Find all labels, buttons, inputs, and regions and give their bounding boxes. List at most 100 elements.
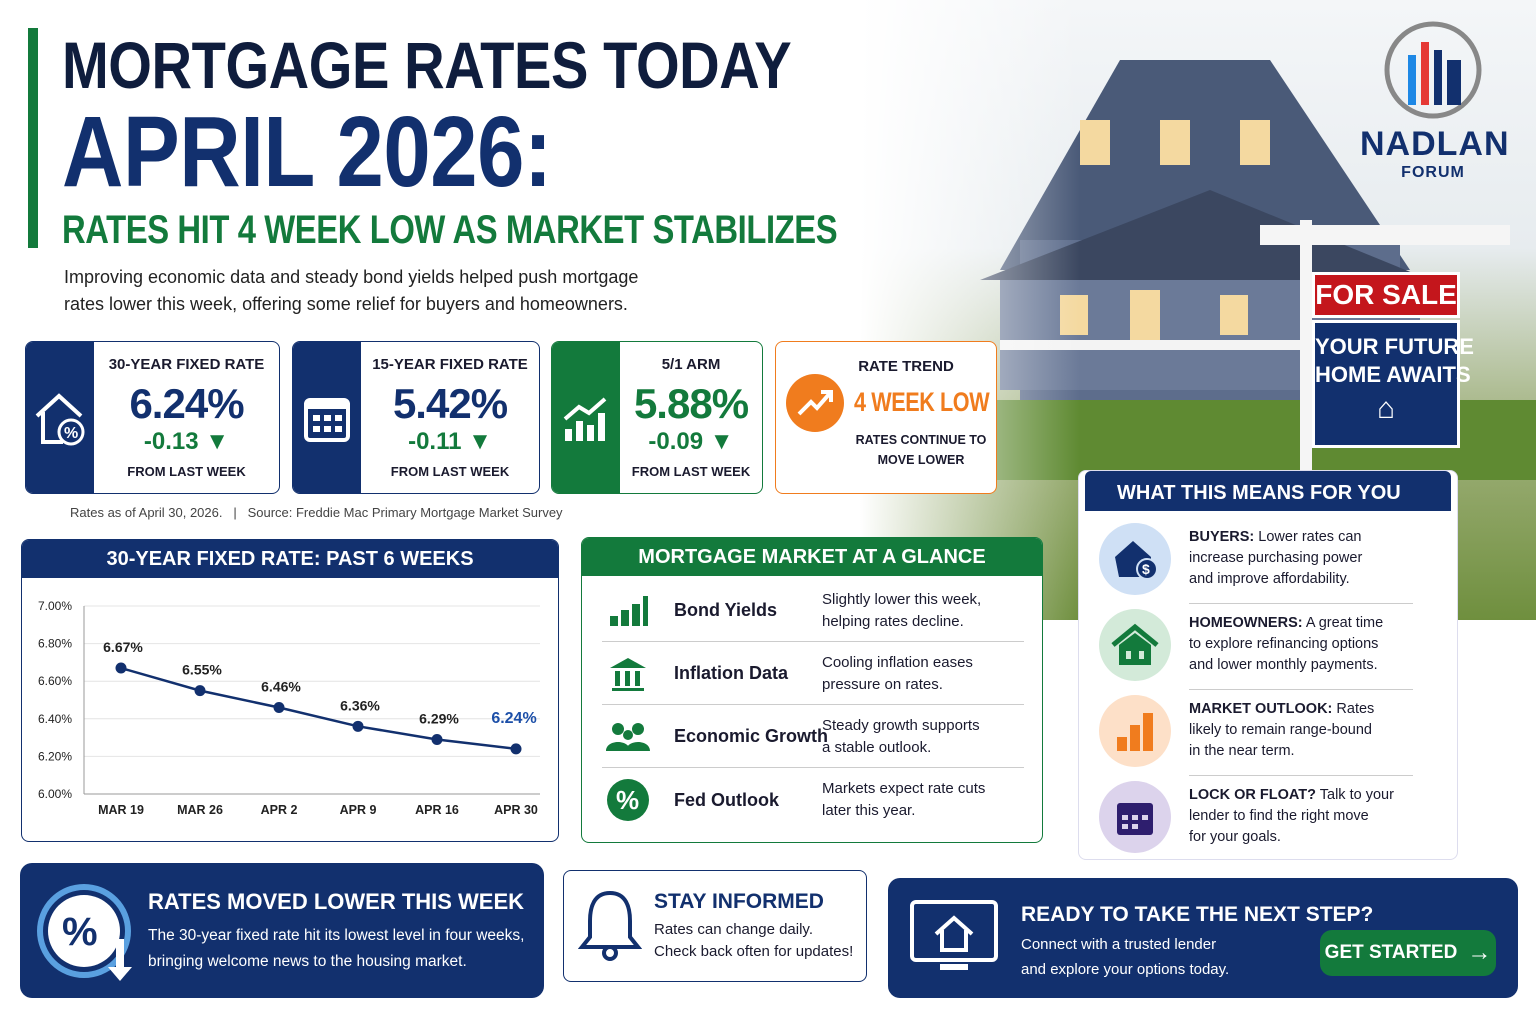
data-label: 6.29% bbox=[419, 710, 459, 726]
data-point bbox=[194, 685, 206, 697]
logo-mark bbox=[1384, 21, 1482, 119]
means-row: LOCK OR FLOAT? Talk to your lender to fin… bbox=[1099, 781, 1449, 859]
rate-from: FROM LAST WEEK bbox=[127, 464, 246, 479]
means-line2: likely to remain range-bound bbox=[1189, 722, 1372, 738]
rates-moved-banner: % RATES MOVED LOWER THIS WEEK The 30-yea… bbox=[20, 863, 544, 998]
next-title: READY TO TAKE THE NEXT STEP? bbox=[1021, 903, 1374, 926]
down-arrow-icon: ▼ bbox=[468, 428, 492, 455]
rate-card-arm: 5/1 ARM 5.88% -0.09 ▼ FROM LAST WEEK bbox=[551, 341, 763, 494]
glance-desc-2: pressure on rates. bbox=[822, 675, 943, 693]
get-started-button[interactable]: GET STARTED → bbox=[1320, 930, 1496, 976]
rate-title: 30-YEAR FIXED RATE bbox=[108, 356, 265, 373]
series-line bbox=[120, 666, 517, 751]
rate-change: -0.13 bbox=[143, 428, 199, 455]
bank-icon bbox=[602, 656, 654, 692]
moved-line2: bringing welcome news to the housing mar… bbox=[148, 953, 467, 970]
y-tick-label: 6.00% bbox=[38, 787, 72, 801]
logo: NADLAN FORUM bbox=[1360, 20, 1510, 183]
glance-title: MORTGAGE MARKET AT A GLANCE bbox=[582, 538, 1042, 576]
sign-line1: YOUR FUTURE bbox=[1315, 334, 1474, 359]
informed-line2: Check back often for updates! bbox=[654, 943, 854, 960]
rate-card-15yr: 15-YEAR FIXED RATE 5.42% -0.11 ▼ FROM LAST … bbox=[292, 341, 540, 494]
glance-row: Economic Growth Steady growth supports a … bbox=[602, 706, 1024, 768]
means-panel: WHAT THIS MEANS FOR YOU $ BUYERS: Lower … bbox=[1078, 470, 1458, 860]
chart-title: 30-YEAR FIXED RATE: PAST 6 WEEKS bbox=[22, 540, 558, 578]
next-step-banner: READY TO TAKE THE NEXT STEP? Connect wit… bbox=[888, 878, 1518, 998]
data-point bbox=[352, 720, 364, 732]
data-point bbox=[510, 743, 522, 755]
stay-informed-box: STAY INFORMED Rates can change daily. Che… bbox=[563, 870, 867, 982]
down-arrow-icon: ▼ bbox=[205, 428, 230, 455]
chart-up-icon bbox=[563, 396, 607, 441]
accent-bar bbox=[28, 28, 38, 248]
glance-desc-1: Cooling inflation eases bbox=[822, 653, 973, 671]
house-icon: ⌂ bbox=[1376, 392, 1396, 425]
means-head: HOMEOWNERS: bbox=[1189, 615, 1303, 631]
svg-text:%: % bbox=[616, 785, 639, 815]
informed-title: STAY INFORMED bbox=[654, 890, 824, 913]
trend-up-icon bbox=[786, 374, 844, 432]
x-tick-label: MAR 19 bbox=[98, 803, 144, 817]
means-row: $ BUYERS: Lower rates can increase purcha… bbox=[1099, 523, 1449, 609]
means-line3: in the near term. bbox=[1189, 743, 1295, 759]
means-line3: and lower monthly payments. bbox=[1189, 657, 1378, 673]
y-tick-label: 6.40% bbox=[38, 712, 72, 726]
data-point bbox=[115, 662, 127, 674]
means-row: MARKET OUTLOOK: Rates likely to remain ra… bbox=[1099, 695, 1449, 781]
rate-from: FROM LAST WEEK bbox=[631, 464, 751, 479]
means-line1: Lower rates can bbox=[1254, 529, 1362, 545]
house-icon bbox=[1099, 609, 1171, 681]
x-tick-label: MAR 26 bbox=[177, 803, 223, 817]
rate-value: 5.88% bbox=[633, 380, 749, 427]
rate-card-30yr: % 30-YEAR FIXED RATE 6.24% -0.13 ▼ FROM LAS… bbox=[25, 341, 280, 494]
sign-post bbox=[1300, 220, 1312, 470]
rate-from: FROM LAST WEEK bbox=[390, 464, 510, 479]
logo-sub: FORUM bbox=[1401, 164, 1465, 181]
sign-arm bbox=[1260, 225, 1510, 245]
computer-house-icon bbox=[910, 900, 998, 970]
glance-label: Fed Outlook bbox=[674, 789, 779, 810]
rate-title: 5/1 ARM bbox=[661, 356, 721, 373]
line-chart: 7.00% 6.80% 6.60% 6.40% 6.20% 6.00% 6.67% MAR 1… bbox=[38, 599, 540, 817]
data-label: 6.67% bbox=[103, 639, 143, 655]
data-point bbox=[273, 702, 285, 714]
people-icon bbox=[602, 721, 654, 753]
x-tick-label: APR 2 bbox=[261, 803, 298, 817]
moved-title: RATES MOVED LOWER THIS WEEK bbox=[148, 889, 525, 914]
divider bbox=[1189, 603, 1413, 604]
glance-desc-1: Markets expect rate cuts bbox=[822, 780, 986, 797]
means-head: LOCK OR FLOAT? bbox=[1189, 787, 1316, 803]
trend-title: RATE TREND bbox=[858, 358, 954, 375]
rate-trend-card: RATE TREND 4 WEEK LOW RATES CONTINUE TO M… bbox=[775, 341, 997, 494]
calendar-icon bbox=[304, 397, 350, 442]
calendar-icon bbox=[1099, 781, 1171, 853]
means-head: BUYERS: bbox=[1189, 529, 1255, 545]
percent-icon: % bbox=[602, 778, 654, 822]
market-glance-panel: MORTGAGE MARKET AT A GLANCE Bond Yields … bbox=[581, 537, 1043, 843]
logo-name: NADLAN bbox=[1360, 125, 1510, 163]
arrow-right-icon: → bbox=[1467, 939, 1492, 966]
svg-text:$: $ bbox=[1142, 561, 1150, 577]
means-line3: for your goals. bbox=[1189, 829, 1281, 845]
source-text: Source: Freddie Mac Primary Mortgage Mar… bbox=[247, 505, 563, 520]
next-line1: Connect with a trusted lender bbox=[1021, 936, 1217, 953]
divider bbox=[1189, 689, 1413, 690]
trend-value: 4 WEEK LOW bbox=[854, 387, 990, 417]
means-line2: increase purchasing power bbox=[1189, 550, 1363, 566]
glance-desc-2: helping rates decline. bbox=[822, 612, 964, 630]
percent-down-icon: % bbox=[37, 884, 132, 981]
means-line2: to explore refinancing options bbox=[1189, 636, 1379, 652]
means-head: MARKET OUTLOOK: bbox=[1189, 701, 1333, 717]
y-tick-label: 7.00% bbox=[38, 599, 72, 613]
glance-desc-1: Steady growth supports bbox=[822, 716, 980, 734]
means-line1: Talk to your bbox=[1316, 787, 1394, 803]
y-tick-label: 6.80% bbox=[38, 637, 72, 651]
glance-row: Inflation Data Cooling inflation eases pr… bbox=[602, 643, 1024, 705]
bar-chart-icon bbox=[1099, 695, 1171, 767]
intro-text: Improving economic data and steady bond … bbox=[64, 267, 639, 314]
house-dollar-icon: $ bbox=[1099, 523, 1171, 595]
for-sale-sign: FOR SALE bbox=[1312, 272, 1460, 318]
glance-label: Economic Growth bbox=[674, 726, 829, 746]
glance-row: % Fed Outlook Markets expect rate cuts la… bbox=[602, 769, 1024, 831]
trend-line2: MOVE LOWER bbox=[877, 453, 965, 467]
